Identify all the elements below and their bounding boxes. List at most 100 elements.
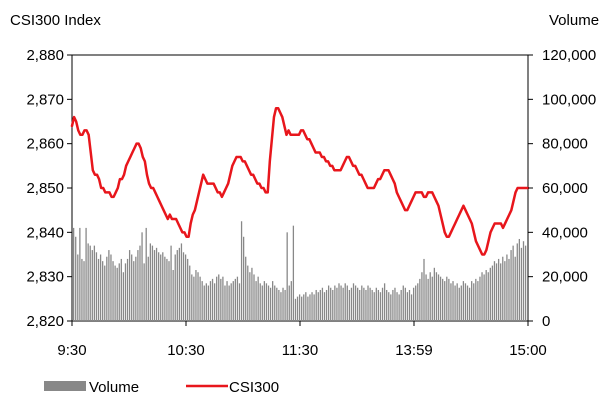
volume-bar <box>454 285 456 321</box>
volume-bar <box>361 285 363 321</box>
left-axis: 2,820 2,830 2,840 2,850 2,860 2,870 2,880 <box>26 47 72 330</box>
volume-bar <box>224 285 226 321</box>
volume-bar <box>189 265 191 321</box>
volume-bar <box>483 274 485 321</box>
volume-bar <box>104 265 106 321</box>
volume-bar <box>108 250 110 321</box>
volume-bar <box>332 289 334 321</box>
volume-bar <box>166 258 168 321</box>
volume-bar <box>228 285 230 321</box>
volume-bar <box>195 270 197 321</box>
legend-csi300-label: CSI300 <box>229 379 279 396</box>
volume-bar <box>377 289 380 321</box>
volume-bar <box>386 289 388 321</box>
volume-bar <box>218 274 220 321</box>
volume-bar <box>240 221 243 321</box>
volume-bar <box>145 227 147 321</box>
left-axis-title: CSI300 Index <box>10 12 101 29</box>
right-tick-label: 80,000 <box>542 136 588 153</box>
volume-bar <box>292 225 295 321</box>
volume-bar <box>147 256 149 321</box>
volume-bar <box>334 285 336 321</box>
volume-bar <box>263 281 266 321</box>
volume-bar <box>359 289 361 321</box>
volume-bar <box>99 254 102 321</box>
volume-bar <box>122 272 125 321</box>
volume-bar <box>396 292 398 321</box>
volume-bar <box>93 245 96 321</box>
volume-bar <box>77 254 79 321</box>
volume-bar <box>348 289 351 321</box>
volume-bar <box>149 243 151 321</box>
legend-volume-label: Volume <box>89 379 139 396</box>
volume-bar <box>390 294 392 321</box>
right-axis: 0 20,000 40,000 60,000 80,000 100,000 120,000 <box>528 47 596 330</box>
volume-bar <box>464 283 467 321</box>
volume-bar <box>137 250 139 321</box>
volume-bar <box>479 276 481 321</box>
volume-bar <box>502 256 504 321</box>
volume-bar <box>278 289 280 321</box>
volume-bar <box>232 281 234 321</box>
volume-bar <box>158 252 160 321</box>
volume-bar <box>193 276 195 321</box>
volume-bar <box>506 254 508 321</box>
volume-bar <box>155 247 158 321</box>
volume-bar <box>191 274 193 321</box>
volume-bar <box>187 258 189 321</box>
volume-bar <box>491 265 494 321</box>
left-tick-label: 2,870 <box>26 91 64 108</box>
volume-bar <box>512 245 514 321</box>
volume-bar <box>342 287 344 321</box>
volume-bar <box>336 287 338 321</box>
volume-bar <box>431 276 433 321</box>
volume-bar <box>296 296 299 321</box>
volume-bar <box>481 272 483 321</box>
volume-bar <box>114 265 116 321</box>
volume-bar <box>153 250 156 321</box>
volume-bar <box>497 258 500 321</box>
volume-bar <box>184 254 187 321</box>
index-line-group <box>70 106 530 256</box>
x-tick-label: 11:30 <box>282 342 318 359</box>
volume-bar <box>412 287 415 321</box>
x-tick-label: 10:30 <box>167 342 205 359</box>
volume-bar <box>133 261 135 321</box>
volume-bar <box>139 245 141 321</box>
volume-bar <box>365 289 367 321</box>
left-tick-label: 2,830 <box>26 269 64 286</box>
volume-bar <box>249 272 251 321</box>
volume-bar <box>493 261 496 321</box>
volume-bar <box>518 238 520 321</box>
volume-bar <box>213 283 216 321</box>
volume-bar <box>442 278 444 321</box>
volume-bar <box>230 283 232 321</box>
volume-bar <box>423 258 425 321</box>
volume-bar <box>182 252 185 321</box>
volume-bar <box>238 283 241 321</box>
volume-bar <box>131 254 133 321</box>
volume-bar <box>446 276 448 321</box>
volume-bar <box>286 232 288 321</box>
x-tick-label: 15:00 <box>509 342 547 359</box>
volume-bar <box>417 283 419 321</box>
volume-bar <box>222 276 224 321</box>
volume-bar <box>402 285 404 321</box>
volume-bars <box>73 221 527 321</box>
volume-bar <box>404 287 406 321</box>
volume-bar <box>110 254 112 321</box>
volume-bar <box>500 263 502 321</box>
volume-bar <box>124 263 127 321</box>
legend: Volume CSI300 <box>44 379 279 396</box>
volume-bar <box>400 289 402 321</box>
volume-bar <box>315 289 317 321</box>
volume-bar <box>220 278 222 321</box>
volume-bar <box>323 292 326 321</box>
volume-bar <box>415 285 417 321</box>
volume-bar <box>406 292 409 321</box>
volume-bar <box>427 278 429 321</box>
volume-bar <box>170 245 172 321</box>
volume-bar <box>321 287 324 321</box>
volume-bar <box>514 256 516 321</box>
